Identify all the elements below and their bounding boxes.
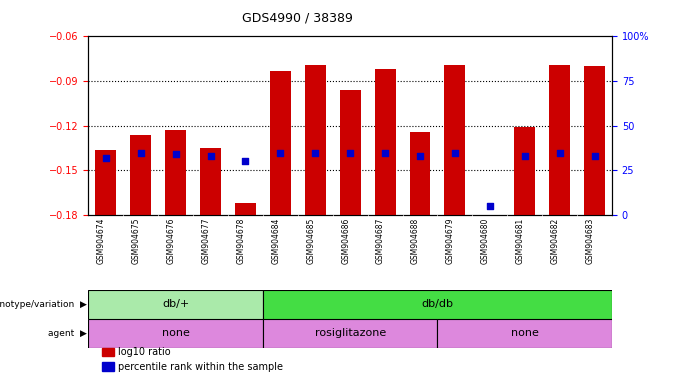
Text: GSM904674: GSM904674 [97, 217, 106, 264]
Text: GSM904687: GSM904687 [376, 217, 385, 264]
Point [484, 203, 495, 209]
Text: percentile rank within the sample: percentile rank within the sample [118, 362, 284, 372]
Point [101, 155, 112, 161]
Bar [549, 65, 570, 215]
Point [554, 149, 565, 156]
Bar [165, 130, 186, 215]
Bar [305, 65, 326, 215]
Text: GSM904678: GSM904678 [237, 217, 245, 264]
Point [275, 149, 286, 156]
Bar [514, 127, 535, 215]
Text: GSM904677: GSM904677 [201, 217, 211, 264]
Text: db/+: db/+ [162, 299, 189, 310]
Text: none: none [511, 328, 539, 338]
Bar [479, 215, 500, 220]
Text: log10 ratio: log10 ratio [118, 347, 171, 357]
Bar [270, 71, 291, 215]
Bar [263, 290, 612, 319]
Bar [200, 148, 221, 215]
Text: GSM904685: GSM904685 [306, 217, 316, 264]
Text: GSM904676: GSM904676 [167, 217, 175, 264]
Point [589, 153, 600, 159]
Point [415, 153, 426, 159]
Text: GSM904682: GSM904682 [551, 217, 560, 263]
Text: none: none [162, 328, 190, 338]
Bar [95, 150, 116, 215]
Bar [584, 66, 605, 215]
Bar [235, 203, 256, 215]
Text: agent  ▶: agent ▶ [48, 329, 87, 338]
Text: GSM904683: GSM904683 [585, 217, 594, 264]
Point [205, 153, 216, 159]
Bar [437, 319, 612, 348]
Point [310, 149, 321, 156]
Text: GSM904686: GSM904686 [341, 217, 350, 264]
Text: db/db: db/db [422, 299, 454, 310]
Bar [88, 290, 263, 319]
Point [240, 159, 251, 165]
Point [170, 151, 181, 157]
Text: GSM904675: GSM904675 [132, 217, 141, 264]
Bar [131, 135, 151, 215]
Bar [375, 69, 396, 215]
Text: GDS4990 / 38389: GDS4990 / 38389 [242, 12, 354, 25]
Text: rosiglitazone: rosiglitazone [315, 328, 386, 338]
Text: GSM904679: GSM904679 [446, 217, 455, 264]
Text: GSM904688: GSM904688 [411, 217, 420, 263]
Point [520, 153, 530, 159]
Point [345, 149, 356, 156]
Point [449, 149, 460, 156]
Bar [445, 65, 465, 215]
Bar [88, 319, 263, 348]
Bar [263, 319, 437, 348]
Text: genotype/variation  ▶: genotype/variation ▶ [0, 300, 87, 309]
Bar [340, 90, 360, 215]
Text: GSM904684: GSM904684 [271, 217, 280, 264]
Point [135, 149, 146, 156]
Text: GSM904680: GSM904680 [481, 217, 490, 264]
Bar [409, 132, 430, 215]
Point [379, 149, 390, 156]
Text: GSM904681: GSM904681 [515, 217, 525, 263]
